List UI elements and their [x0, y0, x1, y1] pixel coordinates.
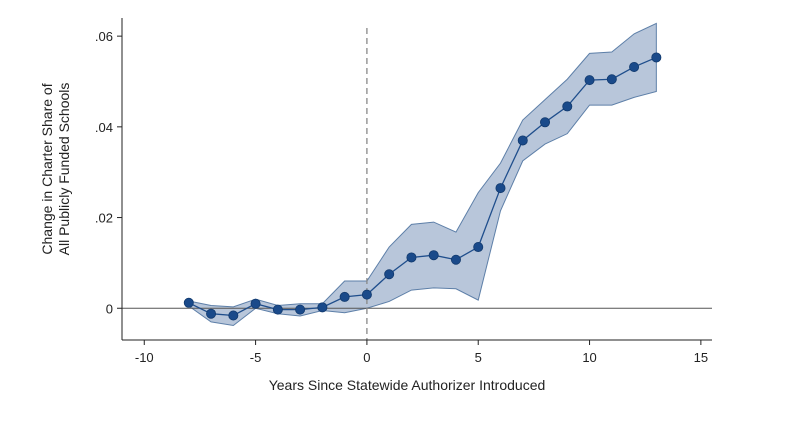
- data-point: [584, 75, 595, 86]
- x-tick-label: 15: [694, 350, 708, 365]
- x-tick-label: 0: [363, 350, 370, 365]
- data-point: [450, 254, 461, 265]
- y-tick-label: 0: [106, 301, 113, 316]
- data-point: [317, 302, 328, 313]
- axes-layer: 0 .02 .04 .06 -10 -5 0 5 10 15: [95, 18, 712, 365]
- data-point: [562, 101, 573, 112]
- data-point: [651, 52, 662, 63]
- x-tick-label: 5: [475, 350, 482, 365]
- data-point: [250, 298, 261, 309]
- x-axis-title: Years Since Statewide Authorizer Introdu…: [269, 377, 546, 393]
- y-axis-title-line-1: Change in Charter Share of: [39, 83, 55, 254]
- y-axis-title-line-2: All Publicly Funded Schools: [56, 83, 72, 256]
- x-tick-label: 10: [582, 350, 596, 365]
- data-point: [406, 252, 417, 263]
- data-point: [361, 289, 372, 300]
- y-tick-label: .02: [95, 211, 113, 226]
- data-point: [606, 74, 617, 85]
- y-tick-label: .04: [95, 120, 113, 135]
- data-point: [384, 269, 395, 280]
- confidence-band-layer: [188, 22, 657, 327]
- data-point: [339, 291, 350, 302]
- confidence-band: [188, 22, 657, 327]
- data-point: [428, 250, 439, 261]
- data-point: [517, 135, 528, 146]
- series-line: [188, 56, 657, 317]
- data-point: [206, 308, 217, 319]
- x-tick-label: -5: [250, 350, 262, 365]
- labels-layer: Years Since Statewide Authorizer Introdu…: [39, 83, 545, 393]
- data-point: [495, 183, 506, 194]
- data-point: [272, 304, 283, 315]
- x-tick-label: -10: [135, 350, 154, 365]
- data-point: [228, 310, 239, 321]
- reference-lines-layer: [122, 28, 712, 340]
- y-tick-label: .06: [95, 29, 113, 44]
- data-point: [629, 61, 640, 72]
- series-layer: [183, 52, 662, 321]
- data-point: [183, 297, 194, 308]
- data-point: [295, 304, 306, 315]
- data-point: [540, 117, 551, 128]
- data-point: [473, 242, 484, 253]
